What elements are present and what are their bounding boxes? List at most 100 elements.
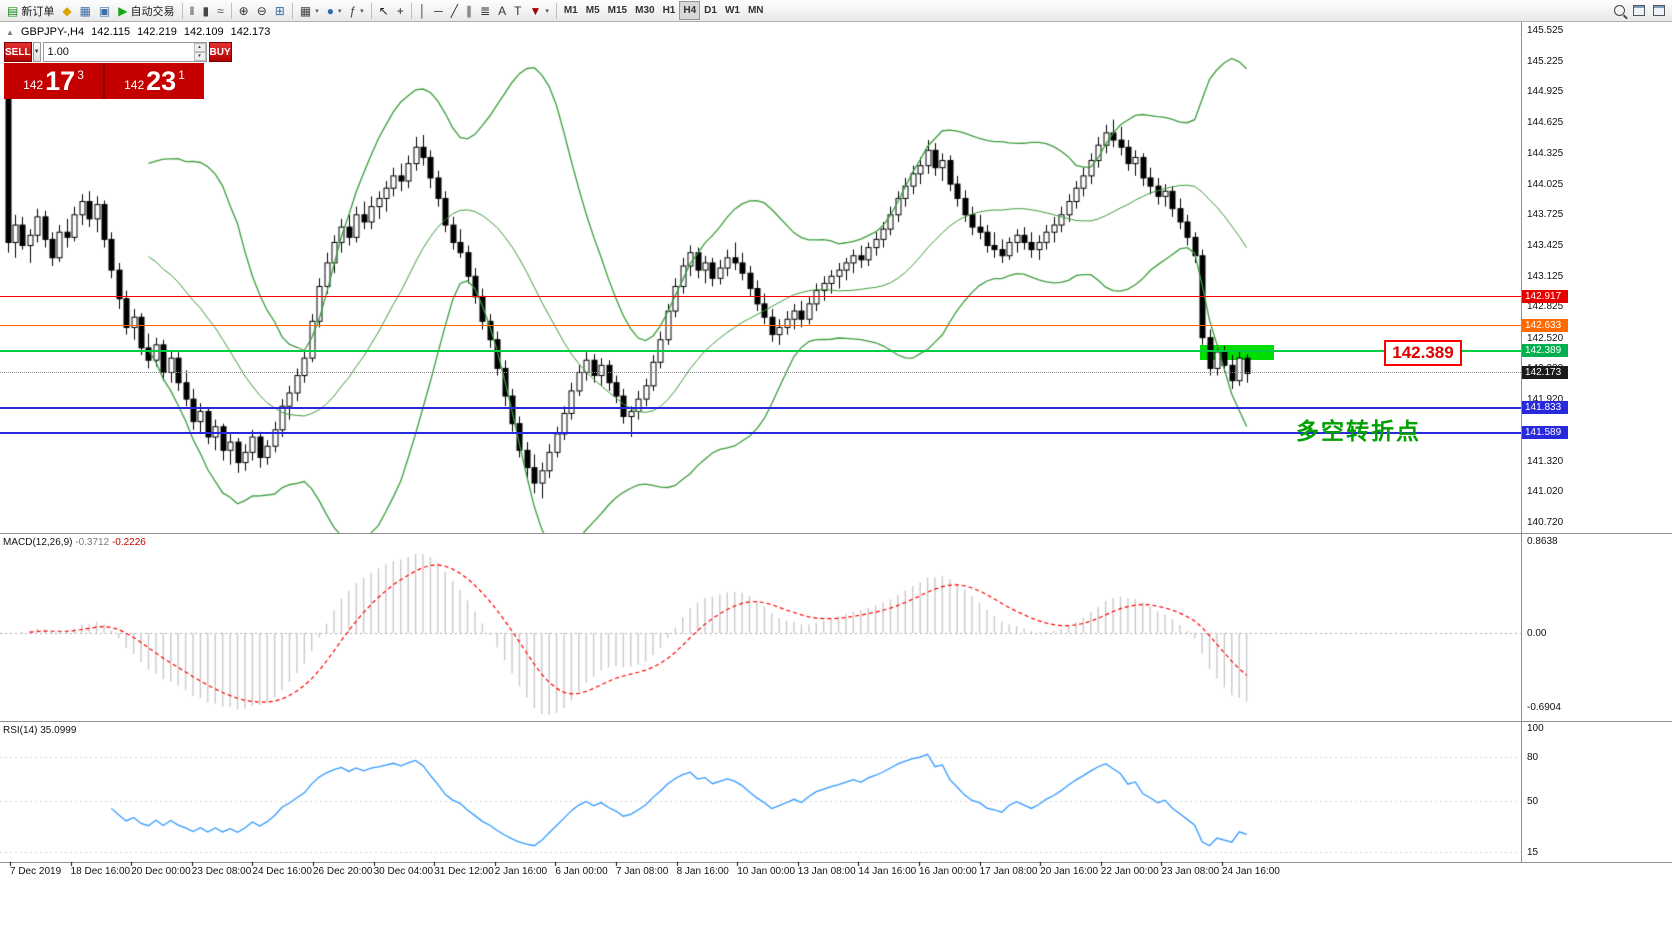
resistance-line-orange[interactable] bbox=[0, 325, 1521, 327]
toolbar: ▤ 新订单 ◆ ▦ ▣ ▶ 自动交易 ‖ ▮ ≈ ⊕ ⊖ ⊞ ▦ ▾ ● ▾ ƒ ▾ ↖ + │ ─ ╱ ∥ ≣ A T ▼ ▾ M1 M5 M… bbox=[0, 0, 1672, 22]
sell-price-big: 17 bbox=[45, 65, 76, 96]
arrange-windows-button[interactable] bbox=[1649, 1, 1669, 20]
volume-increase-button[interactable]: ▴ bbox=[193, 43, 206, 52]
current-price-line[interactable] bbox=[0, 372, 1521, 374]
horizontal-line-icon: ─ bbox=[434, 3, 443, 18]
one-click-collapse-icon[interactable]: ▲ bbox=[6, 27, 14, 37]
toolbar-separator bbox=[291, 2, 293, 19]
new-chart-button[interactable]: ▦ ▾ bbox=[296, 1, 323, 20]
cursor-button[interactable]: ↖ bbox=[375, 1, 393, 20]
toolbar-separator bbox=[181, 2, 183, 19]
buy-price-display[interactable]: 142 23 1 bbox=[105, 63, 204, 99]
zoom-in-icon: ⊕ bbox=[238, 3, 249, 18]
support-line-blue-1-tag: 141.833 bbox=[1522, 401, 1568, 415]
autotrading-button[interactable]: ▶ 自动交易 bbox=[114, 1, 178, 20]
timeframe-m30-button[interactable]: M30 bbox=[631, 1, 658, 20]
ohlc-close: 142.173 bbox=[230, 26, 271, 38]
sell-dropdown-button[interactable]: ▼ bbox=[32, 42, 41, 62]
autotrading-button-label: 自动交易 bbox=[130, 5, 175, 18]
timeframe-h4-button-label: H4 bbox=[683, 5, 697, 16]
data-window-button[interactable]: ▣ bbox=[95, 1, 114, 20]
one-click-trading-panel: SELL ▼ ▴ ▾ BUY 142 17 3 142 23 1 bbox=[4, 42, 232, 99]
timeframe-m5-button-label: M5 bbox=[585, 5, 600, 16]
globe-icon: ● bbox=[326, 3, 334, 18]
caret-down-icon: ▾ bbox=[315, 7, 319, 15]
market-watch-button[interactable]: ▦ bbox=[76, 1, 95, 20]
profiles-button[interactable]: ● ▾ bbox=[323, 1, 346, 20]
tile-windows-icon: ⊞ bbox=[274, 3, 285, 18]
caret-down-icon: ▾ bbox=[545, 7, 549, 15]
toolbar-separator bbox=[410, 2, 412, 19]
indicators-icon: ƒ bbox=[349, 3, 357, 18]
text-icon: A bbox=[498, 3, 507, 18]
arrow-objects-icon: ▼ bbox=[529, 3, 542, 18]
text-label-button[interactable]: T bbox=[510, 1, 525, 20]
horizontal-line-button[interactable]: ─ bbox=[430, 1, 447, 20]
volume-decrease-button[interactable]: ▾ bbox=[193, 52, 206, 61]
vertical-line-icon: │ bbox=[418, 3, 427, 18]
timeframe-m15-button[interactable]: M15 bbox=[604, 1, 631, 20]
bar-chart-button[interactable]: ‖ bbox=[186, 1, 199, 20]
candlestick-icon: ▮ bbox=[202, 3, 210, 18]
pivot-line-green[interactable] bbox=[0, 350, 1521, 353]
volume-spinner: ▴ ▾ bbox=[193, 43, 206, 61]
arrow-objects-button[interactable]: ▼ ▾ bbox=[525, 1, 552, 20]
support-line-blue-2[interactable] bbox=[0, 432, 1521, 434]
volume-field: ▴ ▾ bbox=[42, 42, 207, 62]
sell-button[interactable]: SELL bbox=[4, 42, 32, 62]
buy-button[interactable]: BUY bbox=[208, 42, 232, 62]
support-line-blue-2-tag: 141.589 bbox=[1522, 426, 1568, 439]
volume-input[interactable] bbox=[43, 43, 194, 61]
new-chart-icon: ▦ bbox=[299, 3, 312, 18]
timeframe-m5-button[interactable]: M5 bbox=[582, 1, 604, 20]
text-button[interactable]: A bbox=[494, 1, 510, 20]
timeframe-w1-button[interactable]: W1 bbox=[721, 1, 744, 20]
new-order-icon: ▤ bbox=[7, 3, 19, 18]
chart-ohlc-header: ▲ GBPJPY-,H4 142.115 142.219 142.109 142… bbox=[6, 26, 270, 38]
buy-price-prefix: 142 bbox=[124, 78, 145, 92]
timeframe-h1-button[interactable]: H1 bbox=[659, 1, 680, 20]
arrange-windows-icon bbox=[1653, 5, 1665, 16]
indicators-button[interactable]: ƒ ▾ bbox=[345, 1, 367, 20]
spin-up-icon: ▴ bbox=[198, 44, 201, 50]
resistance-line-orange-tag: 142.633 bbox=[1522, 319, 1568, 333]
equidistant-channel-button[interactable]: ∥ bbox=[462, 1, 476, 20]
candlestick-chart-button[interactable]: ▮ bbox=[198, 1, 213, 20]
sell-price-sup: 3 bbox=[77, 68, 84, 82]
fibonacci-button[interactable]: ≣ bbox=[476, 1, 494, 20]
resistance-line-red[interactable] bbox=[0, 296, 1521, 298]
price-callout-label[interactable]: 142.389 bbox=[1384, 340, 1462, 366]
cursor-arrow-icon: ↖ bbox=[378, 3, 389, 18]
vertical-line-button[interactable]: │ bbox=[415, 1, 431, 20]
ohlc-low: 142.109 bbox=[183, 26, 224, 38]
toolbar-separator bbox=[370, 2, 372, 19]
tile-windows-button[interactable]: ⊞ bbox=[271, 1, 289, 20]
new-order-button-label: 新订单 bbox=[21, 5, 55, 18]
annotation-note-text[interactable]: 多空转折点 bbox=[1296, 418, 1421, 444]
timeframe-m1-button[interactable]: M1 bbox=[560, 1, 582, 20]
toolbar-separator bbox=[555, 2, 557, 19]
timeframe-d1-button-label: D1 bbox=[704, 5, 717, 16]
current-price-line-tag: 142.173 bbox=[1522, 366, 1568, 380]
zoom-out-button[interactable]: ⊖ bbox=[253, 1, 271, 20]
line-chart-button[interactable]: ≈ bbox=[213, 1, 228, 20]
timeframe-h4-button[interactable]: H4 bbox=[679, 1, 701, 20]
timeframe-d1-button[interactable]: D1 bbox=[700, 1, 721, 20]
timeframe-mn-button-label: MN bbox=[747, 5, 764, 16]
timeframe-mn-button[interactable]: MN bbox=[744, 1, 768, 20]
new-window-button[interactable] bbox=[1629, 1, 1649, 20]
bar-chart-icon: ‖ bbox=[189, 3, 195, 18]
chart-profile-button[interactable]: ◆ bbox=[58, 1, 75, 20]
support-line-blue-1[interactable] bbox=[0, 407, 1521, 410]
crosshair-button[interactable]: + bbox=[393, 1, 408, 20]
search-button[interactable] bbox=[1610, 1, 1629, 20]
zoom-in-button[interactable]: ⊕ bbox=[235, 1, 253, 20]
trendline-button[interactable]: ╱ bbox=[447, 1, 462, 20]
caret-down-icon: ▾ bbox=[337, 7, 342, 15]
sell-price-display[interactable]: 142 17 3 bbox=[4, 63, 103, 99]
timeframe-m1-button-label: M1 bbox=[563, 5, 578, 16]
autotrading-play-icon: ▶ bbox=[118, 3, 128, 18]
new-order-button[interactable]: ▤ 新订单 bbox=[3, 1, 58, 20]
spin-down-icon: ▾ bbox=[198, 53, 201, 59]
